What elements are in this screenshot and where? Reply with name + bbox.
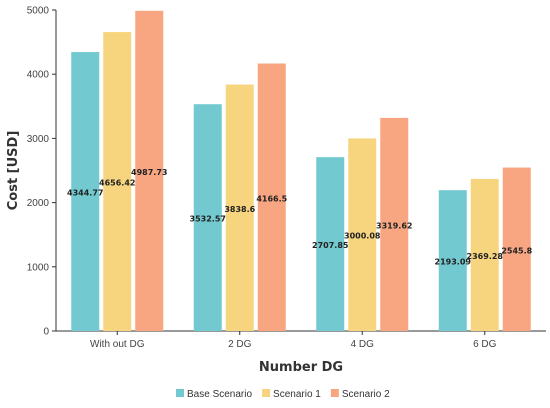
legend-label: Scenario 1 [273,389,321,400]
legend-label: Scenario 2 [342,389,390,400]
data-label: 3000.08 [344,232,381,241]
y-tick-label: 4000 [27,70,50,81]
bar [316,157,345,331]
y-tick-label: 2000 [27,198,50,209]
data-label: 3532.57 [190,215,226,224]
data-label: 4166.5 [256,194,287,203]
bar [135,10,164,332]
y-tick-label: 3000 [27,134,50,145]
data-label: 3319.62 [376,221,412,230]
x-axis: With out DG 2 DG 4 DG 6 DG [56,330,546,350]
y-axis-title: Cost [USD] [6,131,21,211]
bar [103,32,132,332]
bar [380,117,409,331]
x-axis-title: Number DG [259,360,343,375]
bar [348,138,377,331]
legend-swatch [262,389,271,397]
data-label: 2707.85 [312,241,349,250]
x-tick-label: With out DG [90,339,145,350]
data-label: 2193.09 [435,258,472,267]
legend-swatch [330,389,339,397]
x-tick-label: 6 DG [473,339,497,350]
bars [71,10,531,332]
y-axis: 0 1000 2000 3000 4000 5000 [27,6,57,338]
data-label: 4656.42 [99,179,135,188]
bar [470,178,499,331]
data-label: 4987.73 [131,168,167,177]
y-tick-label: 1000 [27,262,50,273]
bar [438,190,467,331]
bar [193,104,222,331]
data-label: 2369.28 [467,252,504,261]
x-tick-label: 2 DG [228,339,252,350]
x-tick-label: 4 DG [351,339,375,350]
legend-label: Base Scenario [187,389,252,400]
y-tick-label: 5000 [27,6,50,17]
data-label: 2545.8 [501,246,532,255]
bar [225,84,254,331]
bar [71,52,100,331]
bar [502,167,531,331]
data-label: 4344.77 [67,189,103,198]
legend: Base Scenario Scenario 1 Scenario 2 [176,389,390,400]
legend-swatch [176,389,184,397]
bar [257,63,286,331]
data-label: 3838.6 [224,205,255,214]
y-tick-label: 0 [43,327,49,338]
